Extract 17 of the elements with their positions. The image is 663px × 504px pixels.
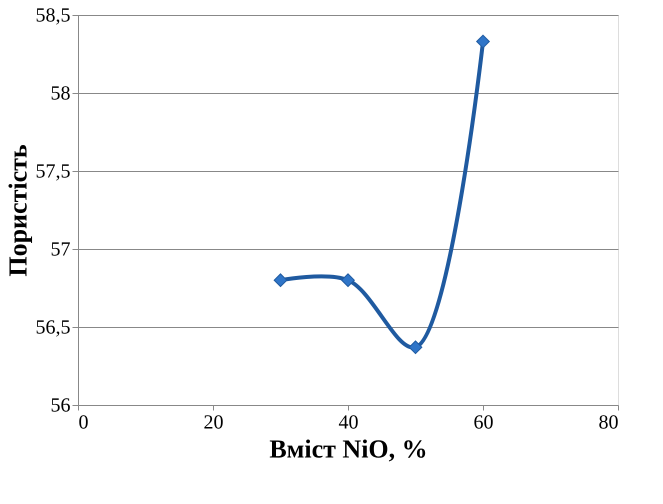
y-tick-label: 57,5 [36,160,70,182]
point [476,34,490,48]
x-axis-title: Вміст NiO, % [269,434,428,464]
y-tick-label: 57 [50,238,70,260]
point [408,340,422,354]
x-tick-label: 40 [338,412,358,434]
x-tick-label: 60 [474,412,494,434]
point [274,273,288,288]
y-tick-label: 58 [50,82,70,104]
y-tick-label: 56 [50,394,70,416]
point [341,273,355,288]
x-tick-label: 80 [598,412,618,434]
y-tick-label: 58,5 [36,4,70,26]
x-tick-label: 0 [78,412,88,434]
y-axis-title: Пористість [4,144,32,277]
x-tick-label: 20 [204,412,224,434]
y-tick-label: 56,5 [36,316,70,338]
